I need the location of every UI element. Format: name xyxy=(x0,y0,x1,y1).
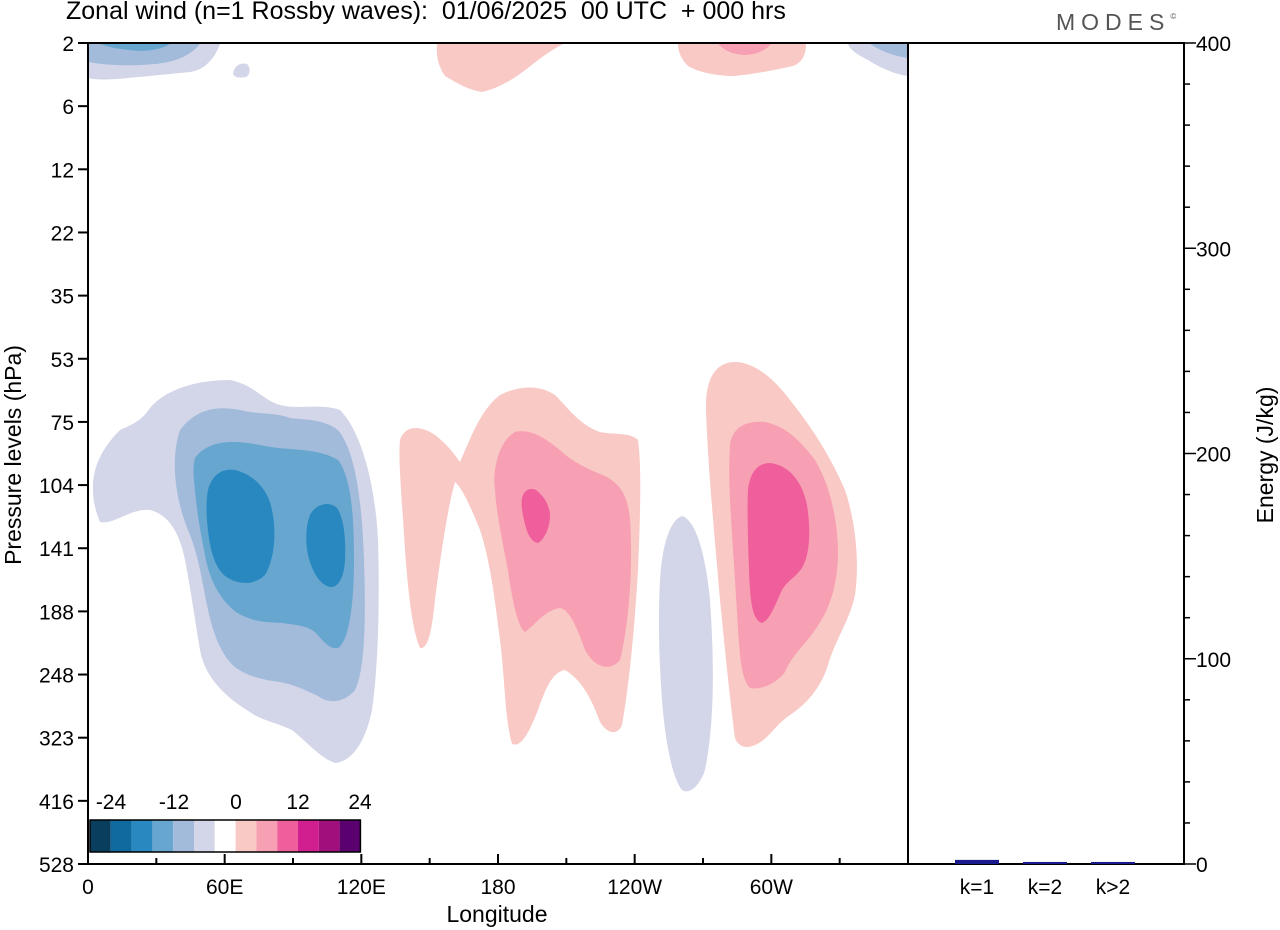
x-tick-label: 120E xyxy=(337,876,386,899)
colorbar-tick-label: -12 xyxy=(159,791,189,814)
colorbar-cell xyxy=(173,820,194,852)
y-tick-label: 6 xyxy=(62,96,74,119)
colorbar-cell xyxy=(90,820,111,852)
colorbar-cell xyxy=(131,820,153,852)
y-tick-label: 528 xyxy=(39,854,74,877)
x-tick-label: 0 xyxy=(82,876,94,899)
contour-pos-top-3 xyxy=(718,44,771,55)
colorbar-cell xyxy=(214,820,236,852)
colorbar-cell xyxy=(256,820,278,852)
energy-tick-label: 400 xyxy=(1196,33,1231,56)
contour-neg-top-2 xyxy=(88,44,200,66)
energy-tick-label: 0 xyxy=(1196,854,1208,877)
chart-title: Zonal wind (n=1 Rossby waves): 01/06/202… xyxy=(66,0,786,25)
y-tick-label: 2 xyxy=(62,33,74,56)
colorbar-cell xyxy=(318,820,340,852)
modes-logo: MODES© xyxy=(1056,9,1177,35)
y-tick-label: 188 xyxy=(39,601,74,624)
colorbar-tick-label: 0 xyxy=(230,791,242,814)
y-tick-label: 12 xyxy=(51,159,74,182)
energy-plot-frame xyxy=(907,42,1185,865)
x-tick-label: 120W xyxy=(607,876,662,899)
colorbar-tick-label: 24 xyxy=(348,791,372,814)
contour-neg-4 xyxy=(206,469,275,583)
contour-pos-6 xyxy=(747,463,810,623)
y-tick-label: 323 xyxy=(39,728,74,751)
y-tick-label: 75 xyxy=(51,412,74,435)
y-tick-label: 104 xyxy=(39,475,74,498)
contour-pos-top-2 xyxy=(678,44,806,76)
colorbar-cell xyxy=(339,820,361,852)
energy-tick-label: 100 xyxy=(1196,649,1231,672)
colorbar-tick-label: -24 xyxy=(96,791,127,814)
y-tick-label: 22 xyxy=(51,222,74,245)
contour-neg-6 xyxy=(658,516,713,792)
contour-neg-5 xyxy=(306,504,346,588)
contour-neg-top-3 xyxy=(100,44,170,51)
contour-neg-top-6 xyxy=(870,44,907,58)
contour-pos-top-1 xyxy=(436,44,563,92)
contour-field xyxy=(88,44,907,864)
energy-tick-label: 200 xyxy=(1196,444,1231,467)
y-tick-label: 53 xyxy=(51,349,74,372)
energy-bar xyxy=(955,859,999,864)
colorbar-cell xyxy=(298,820,319,852)
y-tick-label: 141 xyxy=(39,538,74,561)
x-tick-label: 180 xyxy=(480,876,515,899)
energy-axis-title: Energy (J/kg) xyxy=(1252,387,1278,524)
y-tick-label: 416 xyxy=(39,791,74,814)
y-tick-label: 248 xyxy=(39,665,74,688)
y-tick-label: 35 xyxy=(51,286,74,309)
contour-neg-top-4 xyxy=(233,63,250,78)
energy-category-label: k>2 xyxy=(1096,876,1130,899)
x-tick-label: 60W xyxy=(750,876,793,899)
colorbar-cell xyxy=(277,820,298,852)
colorbar: -24 -12 0 12 24 xyxy=(88,786,384,864)
energy-category-label: k=2 xyxy=(1028,876,1062,899)
colorbar-tick-label: 12 xyxy=(286,791,309,814)
x-tick-label: 60E xyxy=(206,876,243,899)
colorbar-cell xyxy=(235,820,257,852)
colorbar-cell xyxy=(194,820,215,852)
colorbar-cell xyxy=(152,820,174,852)
x-axis-title: Longitude xyxy=(446,901,547,927)
colorbar-cell xyxy=(110,820,132,852)
energy-bar xyxy=(1091,861,1135,864)
energy-category-label: k=1 xyxy=(960,876,994,899)
colorbar-outline xyxy=(89,819,362,853)
energy-bar xyxy=(1023,861,1067,864)
contour-pos-3 xyxy=(521,488,550,543)
energy-tick-label: 300 xyxy=(1196,238,1231,261)
y-axis-title: Pressure levels (hPa) xyxy=(0,345,26,565)
